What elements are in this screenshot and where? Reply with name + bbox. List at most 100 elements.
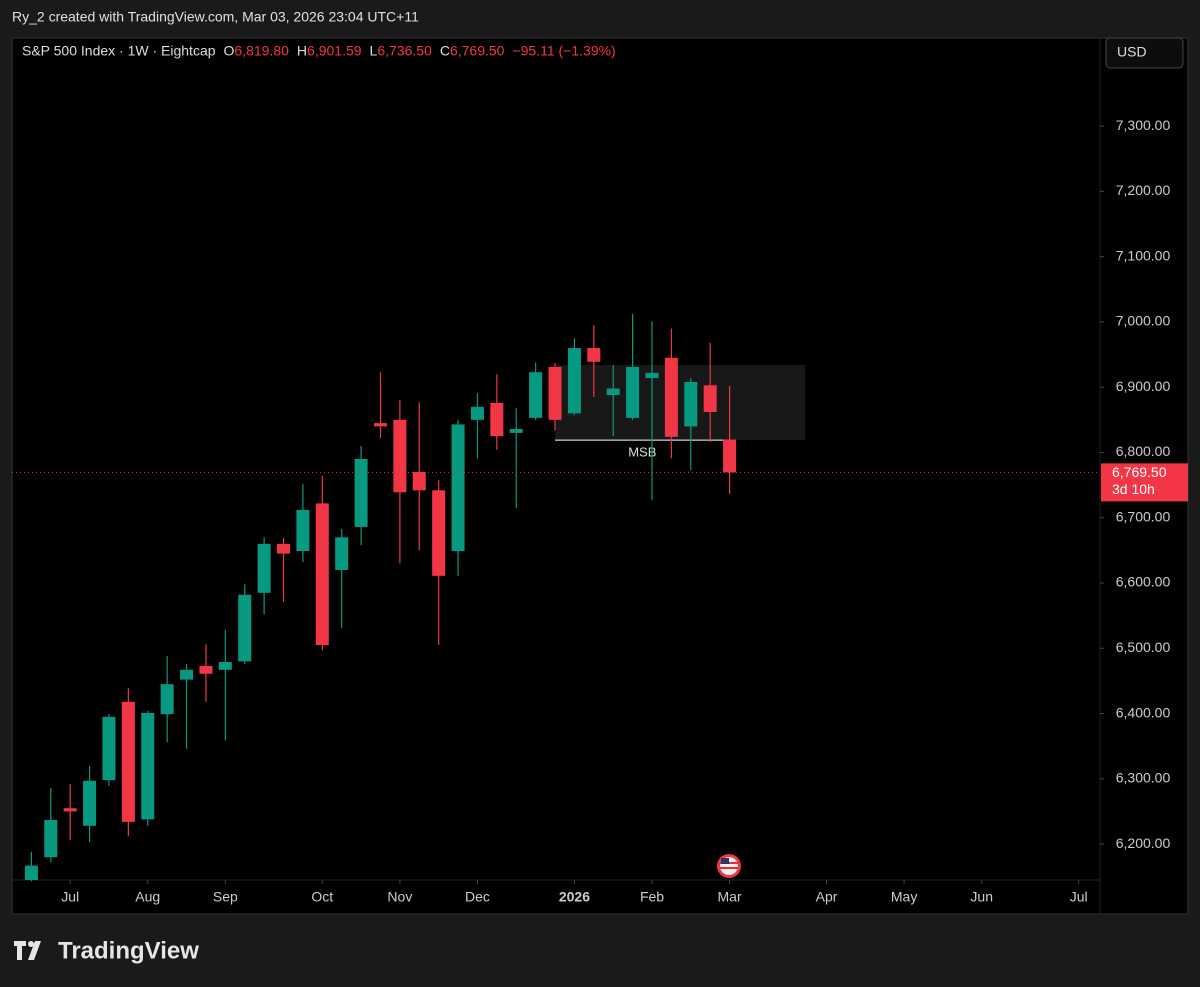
y-tick-label: 7,000.00: [1116, 313, 1171, 329]
candle-body: [393, 419, 407, 493]
candle: [238, 584, 252, 664]
candle-body: [703, 385, 717, 413]
candle-body: [121, 701, 135, 822]
candle: [63, 784, 77, 841]
ohlc-value: 6,736.50: [377, 43, 432, 59]
candle-body: [723, 439, 737, 473]
candle: [412, 402, 426, 551]
candle: [664, 328, 678, 459]
candle-body: [567, 348, 581, 414]
x-tick-label: Apr: [816, 889, 838, 905]
candle-body: [664, 357, 678, 437]
candle-body: [257, 543, 271, 593]
candle: [490, 374, 504, 450]
candle: [24, 851, 38, 882]
candle: [529, 362, 543, 420]
x-tick-label: Mar: [718, 889, 742, 905]
candle-body: [451, 424, 465, 552]
candle-body: [238, 594, 252, 662]
candle: [373, 372, 387, 439]
candle-body: [315, 503, 329, 646]
candle: [218, 630, 232, 741]
symbol: S&P 500 Index · 1W · Eightcap: [22, 43, 216, 59]
currency-button[interactable]: [1105, 37, 1184, 69]
candle: [723, 386, 737, 494]
candle-body: [24, 865, 38, 880]
candle-body: [548, 366, 562, 420]
countdown-label: 3d 10h: [1112, 481, 1155, 497]
y-tick-label: 6,400.00: [1116, 704, 1171, 720]
chart-panel: [11, 37, 1189, 915]
candle: [703, 342, 717, 443]
y-tick-label: 7,100.00: [1116, 247, 1171, 263]
candle: [199, 644, 213, 702]
candle-body: [470, 406, 484, 420]
candle: [277, 537, 291, 602]
candle: [567, 338, 581, 416]
candle-body: [432, 490, 446, 576]
candle-body: [102, 716, 116, 781]
candle: [102, 714, 116, 787]
x-tick-label: Dec: [465, 889, 490, 905]
candle-body: [509, 428, 523, 433]
ohlc-key: O: [224, 43, 235, 59]
x-tick-label: Jul: [61, 889, 79, 905]
candle: [470, 393, 484, 459]
candle: [44, 787, 58, 863]
candle-body: [218, 661, 232, 670]
x-tick-label: 2026: [559, 889, 590, 905]
y-tick-label: 6,700.00: [1116, 508, 1171, 524]
brand-logo: TradingView: [14, 937, 199, 964]
x-tick-label: May: [891, 889, 917, 905]
event-flag: [717, 854, 741, 878]
y-tick-label: 7,300.00: [1116, 117, 1171, 133]
candle-body: [529, 372, 543, 418]
candle: [296, 483, 310, 563]
candle: [83, 765, 97, 843]
y-tick-label: 6,600.00: [1116, 574, 1171, 590]
y-tick-label: 6,900.00: [1116, 378, 1171, 394]
x-tick-label: Sep: [213, 889, 238, 905]
candle: [180, 663, 194, 749]
flag-stripe: [720, 867, 738, 869]
candle-body: [141, 712, 155, 820]
y-tick-label: 6,500.00: [1116, 639, 1171, 655]
y-tick-label: 6,200.00: [1116, 835, 1171, 851]
candle-body: [277, 543, 291, 554]
msb-label: MSB: [628, 445, 656, 460]
y-tick-label: 7,200.00: [1116, 182, 1171, 198]
candle-body: [335, 537, 349, 570]
candle-body: [645, 372, 659, 379]
candle-body: [180, 669, 194, 680]
candle: [626, 314, 640, 420]
ohlc-key: H: [297, 43, 307, 59]
candle: [548, 363, 562, 431]
x-tick-label: Jul: [1070, 889, 1088, 905]
candle-body: [199, 665, 213, 674]
candle: [335, 528, 349, 629]
flag-canton: [721, 858, 729, 864]
logo-mark: [14, 941, 41, 960]
candle-body: [490, 402, 504, 437]
candle: [645, 321, 659, 501]
legend: S&P 500 Index · 1W · Eightcap O 6,819.80 H…: [22, 43, 616, 59]
ohlc-key: C: [440, 43, 450, 59]
change: −95.11 (−1.39%): [512, 43, 615, 59]
x-tick-label: Oct: [311, 889, 333, 905]
candle: [141, 710, 155, 826]
candle-body: [626, 366, 640, 418]
candle-body: [63, 808, 77, 812]
x-tick-label: Feb: [640, 889, 664, 905]
last-price-box: [1101, 463, 1188, 502]
candle-body: [44, 819, 58, 858]
candle: [451, 419, 465, 576]
candle-body: [412, 472, 426, 491]
x-tick-label: Nov: [387, 889, 412, 905]
y-tick-label: 6,300.00: [1116, 770, 1171, 786]
attribution: Ry_2 created with TradingView.com, Mar 0…: [12, 9, 419, 25]
ohlc-key: L: [370, 43, 378, 59]
candle-body: [296, 509, 310, 552]
candle-body: [83, 780, 97, 826]
